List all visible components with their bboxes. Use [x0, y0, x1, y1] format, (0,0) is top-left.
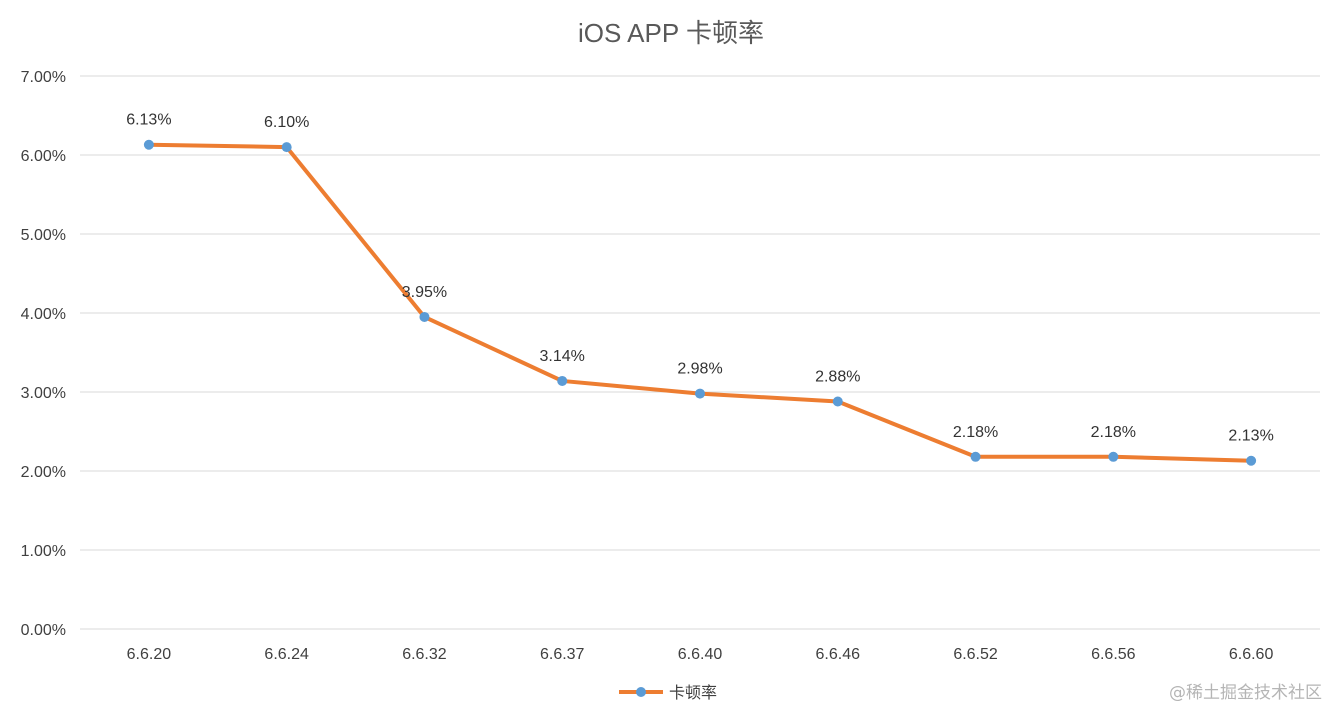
data-labels: 6.13% 6.10% 3.95% 3.14% 2.98% 2.88% 2.18% 2.18%…: [126, 112, 1274, 445]
x-tick-label: 6.6.56: [1091, 646, 1136, 663]
x-tick-label: 6.6.40: [678, 646, 723, 663]
series-markers: [143, 139, 1257, 466]
y-tick-label: 1.00%: [21, 543, 66, 560]
data-label: 2.13%: [1228, 428, 1273, 445]
data-label: 2.18%: [953, 424, 998, 441]
x-tick-label: 6.6.20: [127, 646, 172, 663]
gridlines: [80, 75, 1320, 630]
data-point: [695, 388, 705, 399]
legend: 卡顿率: [619, 683, 717, 702]
data-label: 2.88%: [815, 368, 860, 385]
y-tick-label: 4.00%: [21, 306, 66, 323]
x-tick-label: 6.6.32: [402, 646, 447, 663]
data-label: 6.10%: [264, 114, 309, 131]
x-axis-tick-labels: 6.6.20 6.6.24 6.6.32 6.6.37 6.6.40 6.6.46 6.6.…: [127, 646, 1274, 663]
y-tick-label: 3.00%: [21, 385, 66, 402]
legend-marker-swatch: [636, 687, 646, 697]
series-line-layer: [146, 142, 1254, 463]
x-tick-label: 6.6.46: [816, 646, 861, 663]
data-point: [832, 396, 843, 407]
legend-label: 卡顿率: [669, 683, 717, 702]
data-point: [1108, 451, 1119, 462]
x-tick-label: 6.6.52: [953, 646, 998, 663]
series-line: [146, 142, 1254, 463]
data-label: 6.13%: [126, 112, 171, 129]
data-label: 3.14%: [540, 348, 585, 365]
data-point: [1246, 455, 1257, 466]
data-point: [143, 139, 154, 150]
y-tick-label: 6.00%: [21, 148, 66, 165]
y-axis-tick-labels: 0.00% 1.00% 2.00% 3.00% 4.00% 5.00% 6.00% 7.00%: [21, 69, 66, 639]
y-tick-label: 7.00%: [21, 69, 66, 86]
data-label: 2.18%: [1091, 424, 1136, 441]
data-point: [281, 142, 292, 153]
x-tick-label: 6.6.60: [1229, 646, 1274, 663]
watermark: @稀土掘金技术社区: [1169, 683, 1322, 703]
data-point: [557, 375, 568, 386]
data-label: 2.98%: [677, 361, 722, 378]
y-tick-label: 2.00%: [21, 464, 66, 481]
data-point: [970, 451, 981, 462]
y-tick-label: 0.00%: [21, 622, 66, 639]
x-tick-label: 6.6.37: [540, 646, 585, 663]
chart-title: iOS APP 卡顿率: [578, 18, 764, 48]
y-tick-label: 5.00%: [21, 227, 66, 244]
data-point: [419, 311, 430, 322]
data-label: 3.95%: [402, 284, 447, 301]
x-tick-label: 6.6.24: [264, 646, 309, 663]
